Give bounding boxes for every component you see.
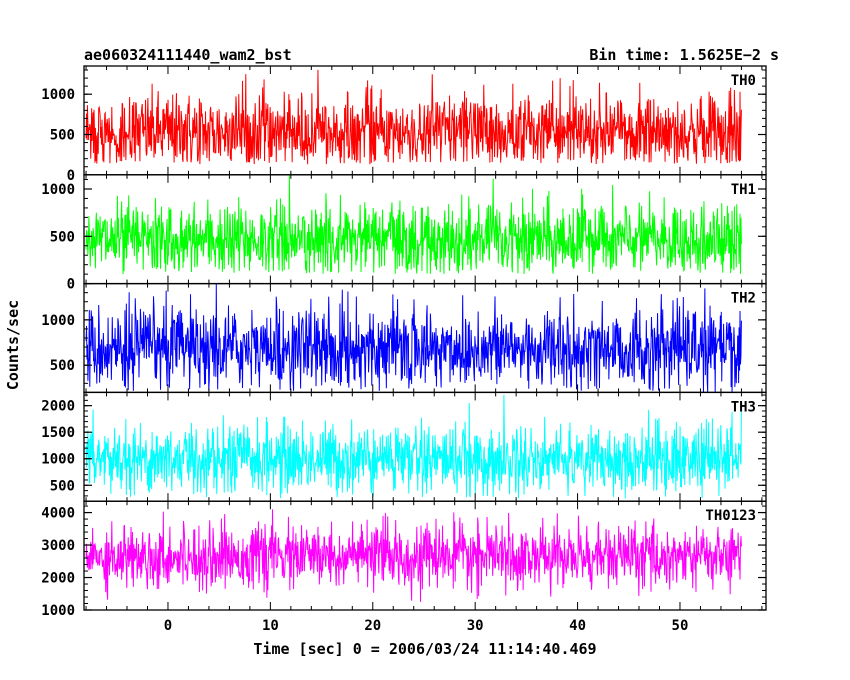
bin-time-label: Bin time: 1.5625E−2 s (589, 46, 779, 64)
y-tick-label: 500 (50, 478, 75, 494)
panel-th2: 500 1000 TH2 (41, 282, 767, 394)
x-tick-label: 10 (262, 618, 279, 634)
y-tick-label: 4000 (41, 506, 75, 522)
panel-label-th0123: TH0123 (705, 508, 756, 524)
panel-th1: 0 500 1000 TH1 (41, 174, 767, 293)
panel-label-th1: TH1 (731, 182, 756, 198)
series-line-th2 (85, 283, 742, 393)
series-line-th3 (85, 395, 742, 499)
y-tick-label: 500 (50, 229, 75, 245)
x-axis-label: Time [sec] 0 = 2006/03/24 11:14:40.469 (253, 640, 596, 658)
y-tick-label: 3000 (41, 538, 75, 554)
panel-th0123: 1000 2000 3000 4000 TH0123 (41, 500, 767, 619)
x-tick-label: 30 (467, 618, 484, 634)
y-tick-label: 1000 (41, 87, 75, 103)
y-tick-label: 2000 (41, 571, 75, 587)
y-tick-label: 0 (67, 277, 75, 293)
panel-label-th0: TH0 (731, 73, 756, 89)
y-tick-label: 1000 (41, 313, 75, 329)
x-axis: 0 10 20 30 40 50 (164, 618, 689, 634)
y-tick-label: 1000 (41, 452, 75, 468)
panel-th3: 500 1000 1500 2000 TH3 (41, 391, 767, 502)
panel-label-th3: TH3 (731, 399, 756, 415)
panel-frame (83, 500, 767, 611)
y-axis-label: Counts/sec (4, 300, 22, 390)
series-line-th0 (85, 69, 742, 165)
x-tick-label: 0 (164, 618, 172, 634)
y-tick-label: 0 (67, 168, 75, 184)
y-tick-label: 500 (50, 358, 75, 374)
panel-label-th2: TH2 (731, 291, 756, 307)
series-line-th1 (85, 174, 742, 275)
x-tick-label: 20 (364, 618, 381, 634)
y-tick-label: 1000 (41, 603, 75, 619)
series-line-th0123 (85, 509, 742, 602)
chart-title: ae060324111440_wam2_bst (84, 46, 292, 64)
panel-th0: 0 500 1000 TH0 (41, 65, 767, 184)
y-tick-label: 1500 (41, 425, 75, 441)
y-tick-label: 1000 (41, 182, 75, 198)
y-tick-label: 500 (50, 128, 75, 144)
y-tick-label: 2000 (41, 399, 75, 415)
x-tick-label: 50 (672, 618, 689, 634)
x-tick-label: 40 (569, 618, 586, 634)
